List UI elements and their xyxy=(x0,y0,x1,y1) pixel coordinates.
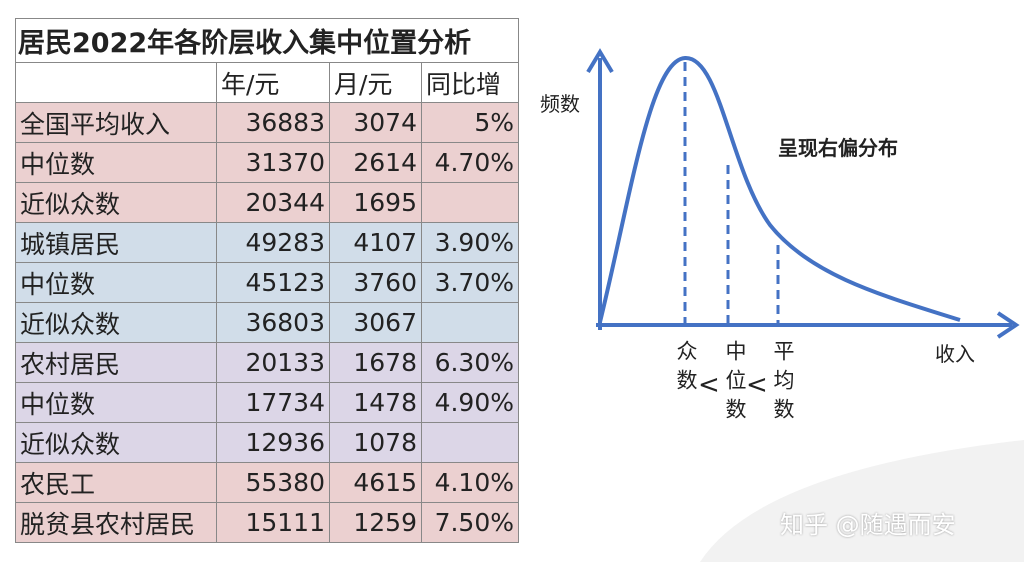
row-label: 农村居民 xyxy=(15,342,217,383)
y-axis-label: 频数 xyxy=(540,92,580,116)
marker-label: 平均数 xyxy=(771,340,795,427)
table-row: 近似众数 12936 1078 xyxy=(15,422,519,463)
row-label: 全国平均收入 xyxy=(15,102,217,143)
value-cell: 2614 xyxy=(329,142,422,183)
value-cell: 7.50% xyxy=(421,502,519,543)
value-cell: 20344 xyxy=(216,182,330,223)
value-cell: 1678 xyxy=(329,342,422,383)
x-axis-label: 收入 xyxy=(935,342,975,366)
table-row: 脱贫县农村居民 15111 1259 7.50% xyxy=(15,502,519,543)
value-cell: 55380 xyxy=(216,462,330,503)
table-row: 近似众数 36803 3067 xyxy=(15,302,519,343)
value-cell: 6.30% xyxy=(421,342,519,383)
watermark: 知乎 @随遇而安 xyxy=(780,511,956,539)
separator: < xyxy=(698,370,720,400)
row-label: 近似众数 xyxy=(15,422,217,463)
value-cell: 3067 xyxy=(329,302,422,343)
value-cell: 3074 xyxy=(329,102,422,143)
value-cell: 45123 xyxy=(216,262,330,303)
value-cell: 1259 xyxy=(329,502,422,543)
value-cell: 1078 xyxy=(329,422,422,463)
value-cell: 36803 xyxy=(216,302,330,343)
value-cell: 15111 xyxy=(216,502,330,543)
table-row: 全国平均收入 36883 3074 5% xyxy=(15,102,519,143)
value-cell: 5% xyxy=(421,102,519,143)
row-label: 近似众数 xyxy=(15,302,217,343)
header-row: 年/元 月/元 同比增 xyxy=(15,62,519,103)
value-cell xyxy=(421,422,519,463)
row-label: 城镇居民 xyxy=(15,222,217,263)
row-label: 脱贫县农村居民 xyxy=(15,502,217,543)
value-cell: 31370 xyxy=(216,142,330,183)
value-cell: 4615 xyxy=(329,462,422,503)
marker-label: 众数 xyxy=(674,340,698,398)
table-row: 近似众数 20344 1695 xyxy=(15,182,519,223)
row-label: 中位数 xyxy=(15,382,217,423)
table-row: 中位数 17734 1478 4.90% xyxy=(15,382,519,423)
annotation: 呈现右偏分布 xyxy=(778,136,898,160)
row-label: 近似众数 xyxy=(15,182,217,223)
value-cell: 20133 xyxy=(216,342,330,383)
table-title: 居民2022年各阶层收入集中位置分析 xyxy=(15,18,519,63)
value-cell: 3.70% xyxy=(421,262,519,303)
value-cell: 12936 xyxy=(216,422,330,463)
header-cell: 同比增 xyxy=(421,62,519,103)
table-row: 中位数 45123 3760 3.70% xyxy=(15,262,519,303)
row-label: 中位数 xyxy=(15,142,217,183)
value-cell: 49283 xyxy=(216,222,330,263)
separator: < xyxy=(746,370,768,400)
value-cell: 3.90% xyxy=(421,222,519,263)
income-table: 居民2022年各阶层收入集中位置分析 年/元 月/元 同比增 全国平均收入 36883… xyxy=(15,18,519,543)
table-row: 中位数 31370 2614 4.70% xyxy=(15,142,519,183)
value-cell: 1478 xyxy=(329,382,422,423)
value-cell xyxy=(421,302,519,343)
axes xyxy=(586,48,1020,339)
skew-curve xyxy=(598,55,961,323)
header-cell: 年/元 xyxy=(216,62,330,103)
value-cell: 4107 xyxy=(329,222,422,263)
value-cell xyxy=(421,182,519,223)
table-row: 农村居民 20133 1678 6.30% xyxy=(15,342,519,383)
value-cell: 3760 xyxy=(329,262,422,303)
value-cell: 36883 xyxy=(216,102,330,143)
value-cell: 4.90% xyxy=(421,382,519,423)
value-cell: 1695 xyxy=(329,182,422,223)
row-label: 农民工 xyxy=(15,462,217,503)
watermark-bg xyxy=(700,440,1024,562)
value-cell: 4.70% xyxy=(421,142,519,183)
header-cell xyxy=(15,62,217,103)
table-row: 城镇居民 49283 4107 3.90% xyxy=(15,222,519,263)
marker-label: 中位数 xyxy=(723,340,747,427)
dashed-lines xyxy=(683,62,780,325)
table-row: 农民工 55380 4615 4.10% xyxy=(15,462,519,503)
header-cell: 月/元 xyxy=(329,62,422,103)
value-cell: 4.10% xyxy=(421,462,519,503)
row-label: 中位数 xyxy=(15,262,217,303)
value-cell: 17734 xyxy=(216,382,330,423)
